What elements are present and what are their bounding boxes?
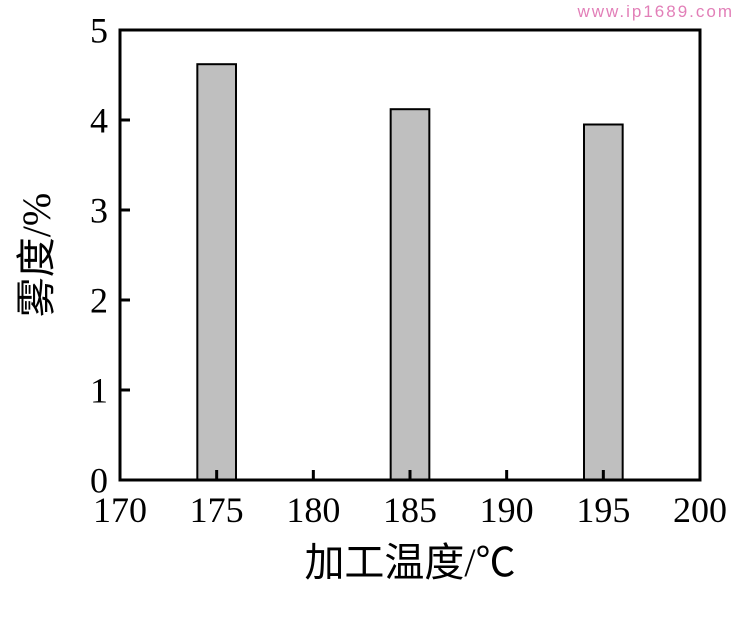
y-tick-label: 2 bbox=[90, 281, 108, 321]
y-tick-label: 4 bbox=[90, 101, 108, 141]
x-tick-label: 190 bbox=[480, 490, 534, 530]
y-tick-label: 0 bbox=[90, 461, 108, 501]
bar-195 bbox=[584, 125, 623, 481]
x-axis-label: 加工温度/℃ bbox=[304, 540, 515, 585]
y-tick-label: 1 bbox=[90, 371, 108, 411]
y-tick-label: 3 bbox=[90, 191, 108, 231]
x-tick-label: 180 bbox=[286, 490, 340, 530]
x-tick-label: 185 bbox=[383, 490, 437, 530]
bar-175 bbox=[197, 64, 236, 480]
x-tick-label: 175 bbox=[190, 490, 244, 530]
bar-chart: 170175180185190195200012345加工温度/℃雾度/% bbox=[0, 0, 746, 624]
x-tick-label: 195 bbox=[576, 490, 630, 530]
x-tick-label: 200 bbox=[673, 490, 727, 530]
bar-185 bbox=[391, 109, 430, 480]
y-tick-label: 5 bbox=[90, 11, 108, 51]
y-axis-label: 雾度/% bbox=[14, 193, 59, 317]
